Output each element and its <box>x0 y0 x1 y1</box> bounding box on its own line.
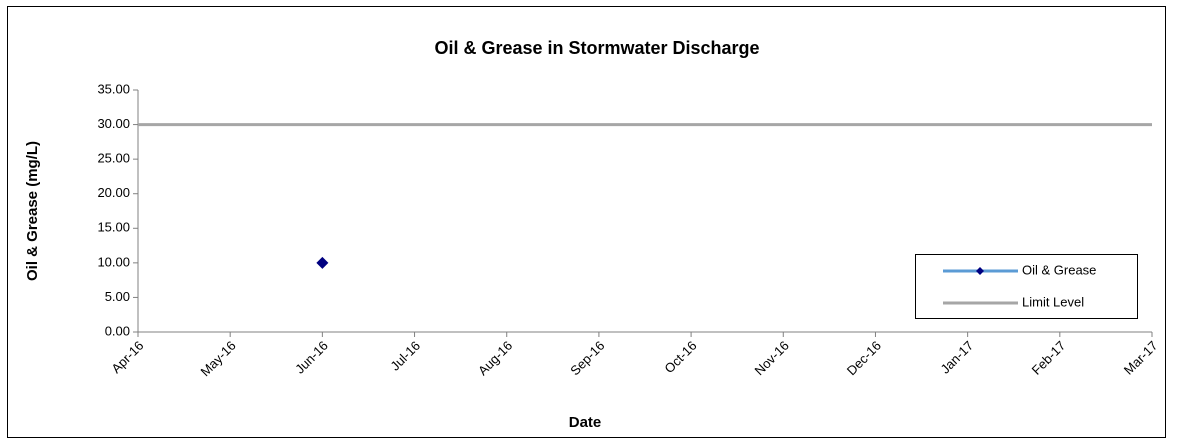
y-tick-label: 5.00 <box>105 289 130 304</box>
chart-title: Oil & Grease in Stormwater Discharge <box>434 38 759 58</box>
y-tick-label: 35.00 <box>97 81 130 96</box>
chart-frame <box>7 6 1166 438</box>
legend-label: Limit Level <box>1022 294 1084 309</box>
y-axis-title: Oil & Grease (mg/L) <box>24 141 41 281</box>
legend-box <box>915 254 1138 319</box>
y-tick-label: 30.00 <box>97 116 130 131</box>
y-tick-label: 10.00 <box>97 254 130 269</box>
y-tick-label: 25.00 <box>97 151 130 166</box>
legend-label: Oil & Grease <box>1022 262 1096 277</box>
legend-marker <box>976 267 984 275</box>
y-tick-label: 15.00 <box>97 220 130 235</box>
y-tick-label: 20.00 <box>97 185 130 200</box>
y-tick-label: 0.00 <box>105 323 130 338</box>
data-marker <box>316 256 329 269</box>
x-axis-title: Date <box>569 414 602 431</box>
